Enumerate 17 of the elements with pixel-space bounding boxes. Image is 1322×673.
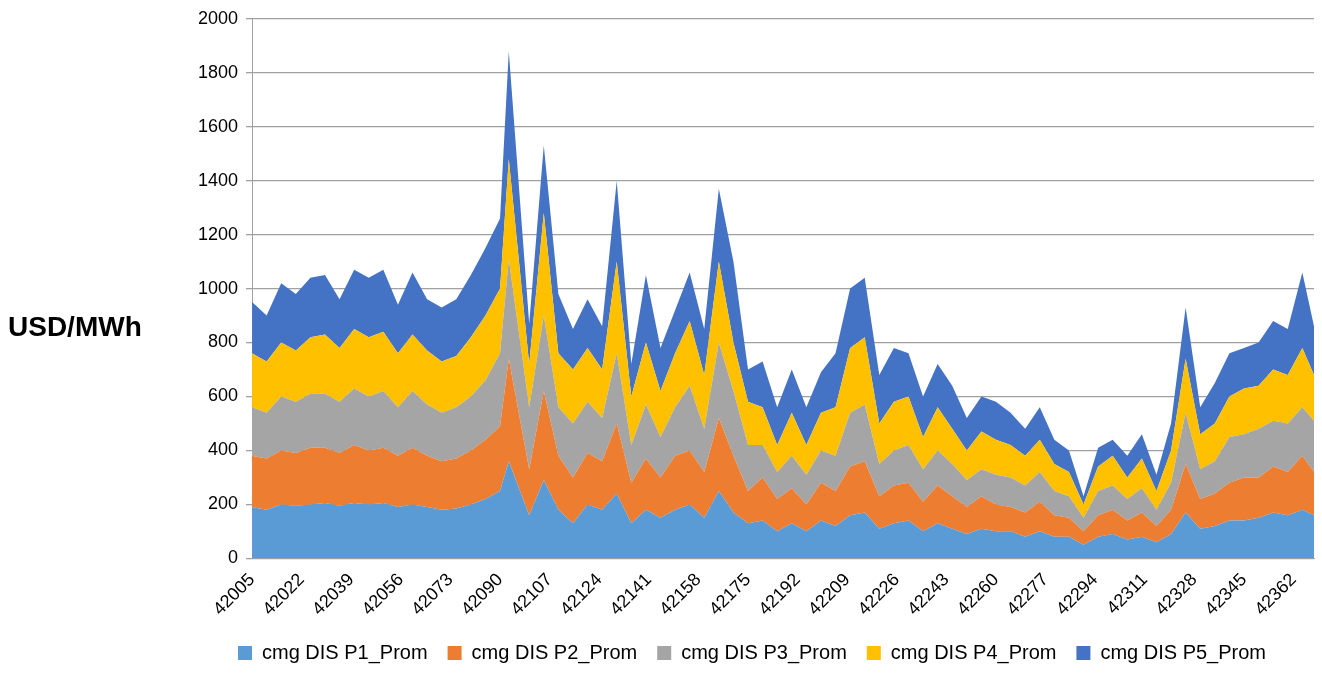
y-tick-label: 1200 (198, 223, 239, 244)
y-axis-title: USD/MWh (8, 311, 142, 343)
y-tick-label: 800 (208, 331, 239, 352)
y-tick-label: 1000 (198, 277, 239, 298)
y-tick-label: 2000 (198, 7, 239, 28)
y-tick-label: 400 (208, 439, 239, 460)
legend-label: cmg DIS P4_Prom (890, 640, 1057, 664)
legend-label: cmg DIS P1_Prom (261, 640, 428, 664)
y-tick-label: 200 (208, 493, 239, 514)
legend-label: cmg DIS P2_Prom (471, 640, 638, 664)
y-tick-label: 600 (208, 385, 239, 406)
y-tick-label: 1600 (198, 115, 239, 136)
y-tick-label: 0 (228, 547, 239, 568)
legend-label: cmg DIS P3_Prom (681, 640, 847, 664)
y-tick-label: 1800 (198, 61, 239, 82)
y-tick-label: 1400 (198, 169, 239, 190)
legend-label: cmg DIS P5_Prom (1100, 640, 1267, 664)
